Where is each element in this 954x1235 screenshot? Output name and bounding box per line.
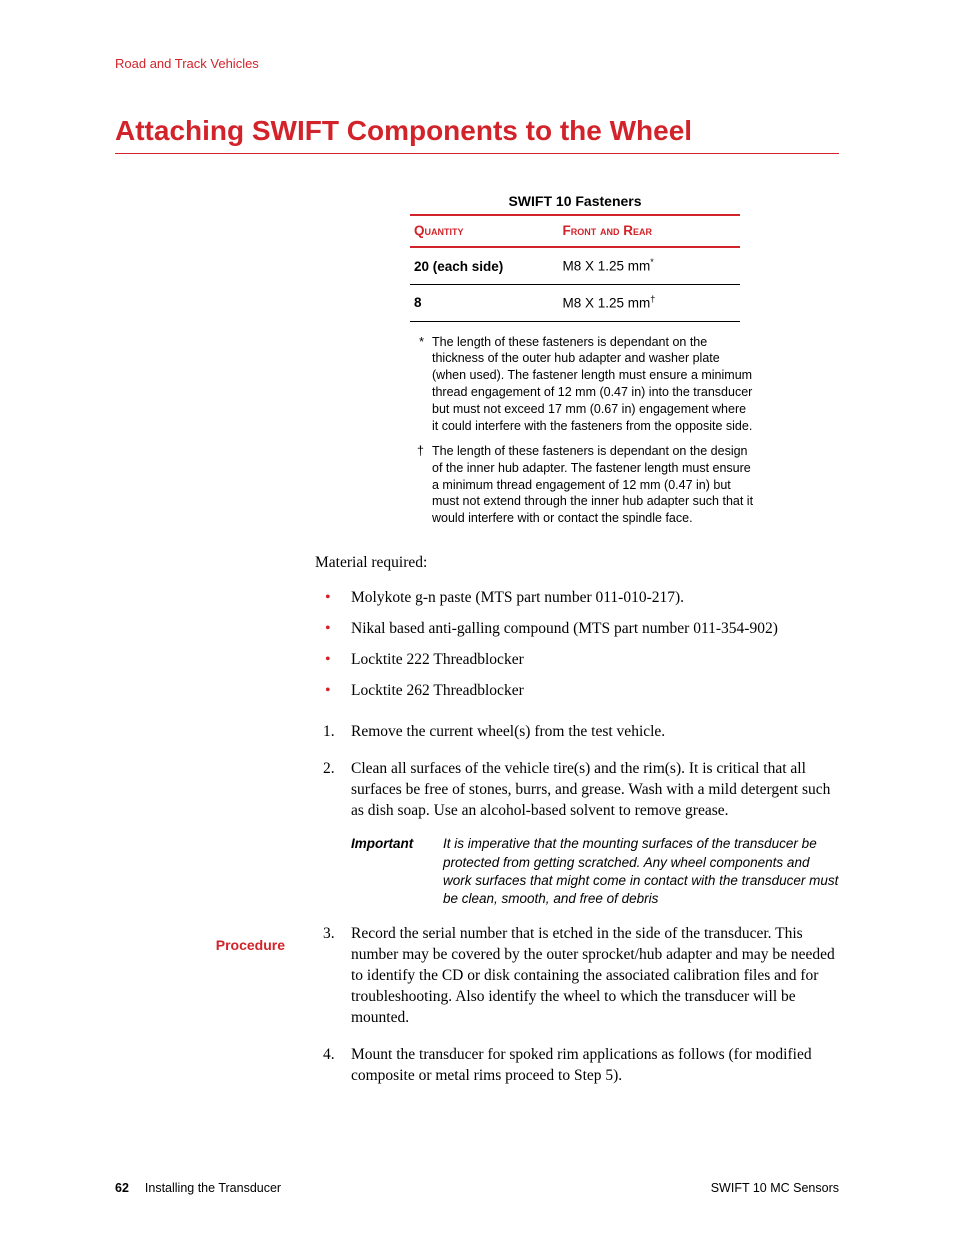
cell-spec: M8 X 1.25 mm† bbox=[559, 284, 741, 321]
procedure-steps: Remove the current wheel(s) from the tes… bbox=[315, 722, 839, 1087]
table-row: 8 M8 X 1.25 mm† bbox=[410, 284, 740, 321]
page-footer: 62 Installing the Transducer SWIFT 10 MC… bbox=[115, 1181, 839, 1195]
footnote: * The length of these fasteners is depen… bbox=[410, 334, 755, 435]
procedure-label: Procedure bbox=[115, 937, 285, 953]
footnote-text: The length of these fasteners is dependa… bbox=[432, 334, 755, 435]
table-title: SWIFT 10 Fasteners bbox=[410, 192, 740, 214]
main-column: SWIFT 10 Fasteners Quantity Front and Re… bbox=[315, 192, 839, 1103]
fastener-table: Quantity Front and Rear 20 (each side) M… bbox=[410, 214, 740, 322]
important-label: Important bbox=[351, 835, 443, 908]
footnote: † The length of these fasteners is depen… bbox=[410, 443, 755, 527]
material-item: Locktite 262 Threadblocker bbox=[315, 681, 839, 702]
material-item: Locktite 222 Threadblocker bbox=[315, 650, 839, 671]
col-header-quantity: Quantity bbox=[410, 215, 559, 247]
material-item: Molykote g-n paste (MTS part number 011-… bbox=[315, 588, 839, 609]
important-callout: Important It is imperative that the moun… bbox=[351, 835, 839, 908]
step-item: Remove the current wheel(s) from the tes… bbox=[315, 722, 839, 743]
footnote-marker: † bbox=[650, 294, 655, 304]
step-item: Record the serial number that is etched … bbox=[315, 924, 839, 1029]
footnote-marker: * bbox=[650, 257, 654, 267]
left-rail: Procedure bbox=[115, 192, 285, 1103]
footnotes: * The length of these fasteners is depen… bbox=[410, 334, 755, 528]
page: Road and Track Vehicles Attaching SWIFT … bbox=[0, 0, 954, 1235]
cell-spec: M8 X 1.25 mm* bbox=[559, 247, 741, 284]
step-item: Mount the transducer for spoked rim appl… bbox=[315, 1045, 839, 1087]
content-columns: Procedure SWIFT 10 Fasteners Quantity Fr… bbox=[115, 192, 839, 1103]
footnote-text: The length of these fasteners is dependa… bbox=[432, 443, 755, 527]
footnote-mark: † bbox=[410, 443, 432, 527]
material-item: Nikal based anti-galling compound (MTS p… bbox=[315, 619, 839, 640]
col-header-front-rear: Front and Rear bbox=[559, 215, 741, 247]
important-text: It is imperative that the mounting surfa… bbox=[443, 835, 839, 908]
step-item: Clean all surfaces of the vehicle tire(s… bbox=[315, 759, 839, 909]
table-row: 20 (each side) M8 X 1.25 mm* bbox=[410, 247, 740, 284]
footer-left: 62 Installing the Transducer bbox=[115, 1181, 281, 1195]
material-required-label: Material required: bbox=[315, 553, 839, 574]
running-header: Road and Track Vehicles bbox=[115, 56, 839, 71]
document-title: SWIFT 10 MC Sensors bbox=[711, 1181, 839, 1195]
cell-quantity: 8 bbox=[410, 284, 559, 321]
footnote-mark: * bbox=[410, 334, 432, 435]
rail-spacer bbox=[115, 192, 285, 937]
chapter-name: Installing the Transducer bbox=[145, 1181, 281, 1195]
cell-quantity: 20 (each side) bbox=[410, 247, 559, 284]
section-title: Attaching SWIFT Components to the Wheel bbox=[115, 115, 839, 154]
material-list: Molykote g-n paste (MTS part number 011-… bbox=[315, 588, 839, 702]
fastener-table-wrap: SWIFT 10 Fasteners Quantity Front and Re… bbox=[410, 192, 740, 322]
page-number: 62 bbox=[115, 1181, 129, 1195]
